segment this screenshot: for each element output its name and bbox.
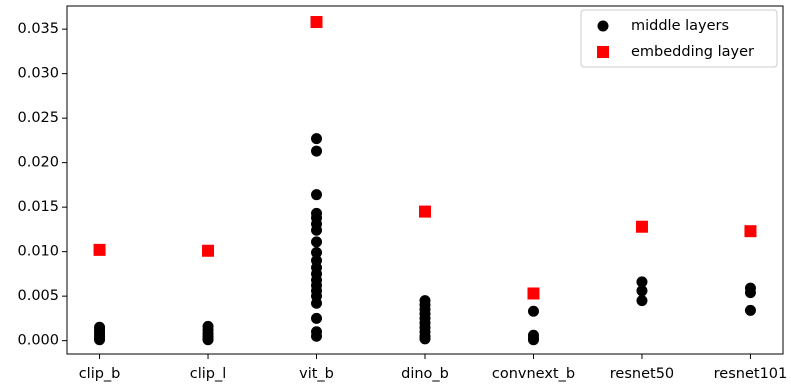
data-point [636, 276, 648, 288]
x-tick-label: dino_b [401, 366, 449, 382]
data-point [527, 334, 539, 346]
y-tick-label: 0.010 [17, 244, 59, 260]
data-point [527, 287, 540, 300]
y-tick-label: 0.030 [17, 66, 59, 82]
data-point [311, 330, 323, 342]
plot-frame [66, 5, 784, 355]
data-point [311, 133, 323, 145]
data-point [744, 287, 756, 299]
data-point [635, 220, 648, 233]
data-point [419, 205, 431, 218]
data-point [311, 312, 323, 324]
data-point [311, 189, 323, 201]
data-point [744, 304, 756, 316]
x-tick-label: clip_l [190, 366, 227, 382]
data-point [636, 285, 648, 297]
y-tick-label: 0.035 [17, 21, 59, 37]
y-tick-label: 0.015 [17, 199, 59, 215]
y-tick-label: 0.025 [17, 110, 59, 126]
data-point [311, 145, 323, 157]
x-tick-label: resnet50 [610, 366, 674, 382]
data-point [93, 243, 106, 256]
data-point [636, 295, 648, 307]
data-point [744, 225, 757, 238]
data-point [94, 334, 106, 346]
data-point [202, 244, 215, 257]
data-point [527, 305, 539, 317]
data-point [311, 224, 323, 236]
x-tick-label: vit_b [299, 366, 334, 382]
data-point [311, 247, 323, 259]
data-point [202, 334, 214, 346]
legend-label: middle layers [631, 18, 729, 34]
x-tick-label: clip_b [79, 366, 121, 382]
legend-label: embedding layer [631, 44, 754, 60]
y-tick-label: 0.000 [17, 333, 59, 349]
legend-marker [597, 46, 609, 58]
x-tick-label: resnet101 [714, 366, 788, 382]
data-point [311, 297, 323, 309]
y-tick-label: 0.020 [17, 155, 59, 171]
x-tick-label: convnext_b [492, 366, 575, 382]
data-point [310, 16, 323, 29]
legend-box [580, 9, 778, 68]
data-point [419, 333, 431, 345]
y-tick-label: 0.005 [17, 288, 59, 304]
data-point [311, 236, 323, 248]
legend-marker [597, 20, 609, 32]
